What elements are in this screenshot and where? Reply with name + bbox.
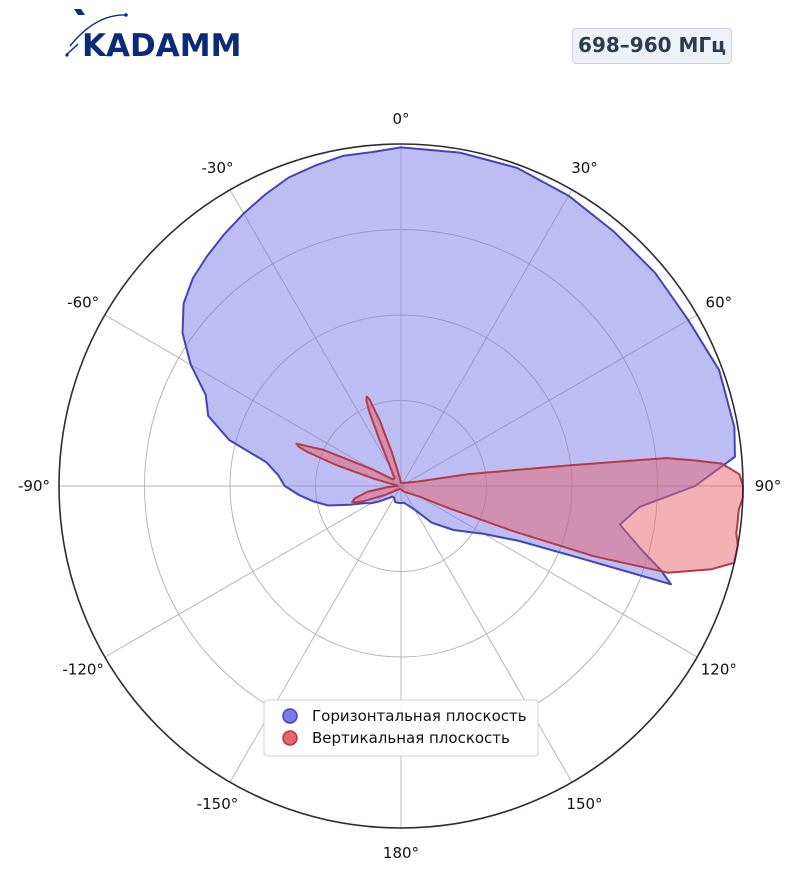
angular-tick-label-11: -30°: [202, 159, 234, 177]
frequency-band-badge: 698–960 МГц: [572, 28, 732, 64]
angular-tick-label-5: 150°: [566, 795, 602, 813]
angular-tick-label-3: 90°: [755, 477, 782, 495]
angular-grid-line-8: [104, 485, 402, 658]
angular-tick-label-0: 0°: [392, 110, 409, 128]
angular-tick-label-4: 120°: [701, 661, 737, 679]
angular-grid-line-7: [229, 485, 402, 783]
angular-tick-label-7: -150°: [197, 795, 239, 813]
legend-label-vertical: Вертикальная плоскость: [312, 729, 510, 747]
angular-tick-label-8: -120°: [62, 661, 104, 679]
brand-name: KADAMM: [82, 28, 241, 62]
angular-grid-line-5: [400, 485, 573, 783]
angular-tick-label-9: -90°: [18, 477, 50, 495]
pattern-series: [181, 146, 744, 586]
legend-marker-horizontal: [282, 708, 298, 724]
angular-tick-label-6: 180°: [383, 844, 419, 862]
angular-tick-label-1: 30°: [571, 159, 598, 177]
angular-tick-label-2: 60°: [706, 294, 733, 312]
series-area-1: [295, 395, 744, 574]
legend-label-horizontal: Горизонтальная плоскость: [312, 707, 527, 725]
angular-tick-labels: 0° 30° 60° 90° 120° 150° 180° -150° -120° -90° -60…: [18, 110, 781, 862]
angular-tick-label-10: -60°: [67, 294, 99, 312]
legend: Горизонтальная плоскость Вертикальная пл…: [263, 699, 539, 757]
polar-frame: [58, 143, 744, 829]
legend-marker-vertical: [282, 730, 298, 746]
kadamm-logo: KADAMM: [65, 9, 241, 62]
polar-outer-ring: [58, 143, 744, 829]
